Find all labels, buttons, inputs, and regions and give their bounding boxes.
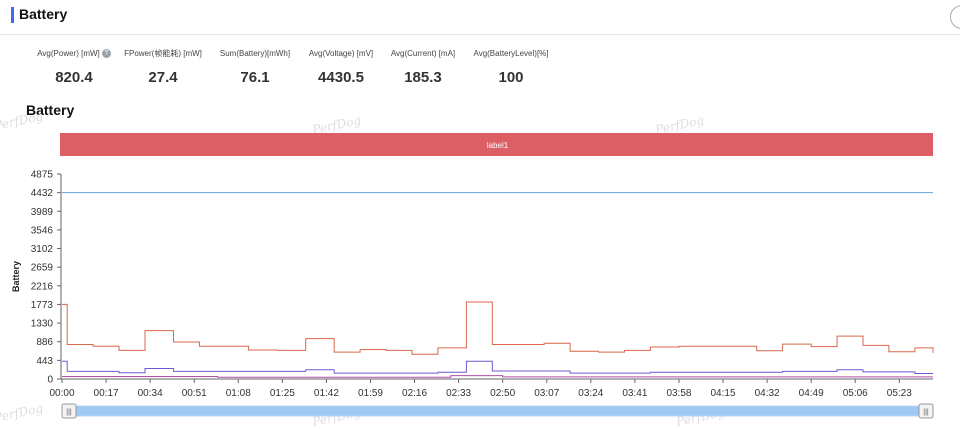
stat-fpower: FPower(帧能耗) [mW] 27.4: [118, 46, 208, 87]
y-tick-label: 0: [47, 375, 53, 386]
range-slider-right-handle[interactable]: [918, 403, 934, 419]
label-band-text: label1: [487, 141, 509, 150]
grip-icon: |||: [923, 409, 929, 416]
x-tick-label: 05:23: [887, 388, 912, 399]
range-slider-left-handle[interactable]: [61, 403, 77, 419]
stat-value: 27.4: [148, 69, 178, 86]
stat-label-text: Avg(Power) [mW]: [37, 48, 100, 58]
stat-avg-battery-level: Avg(BatteryLevel)[%] 100: [466, 46, 556, 87]
label-band: [60, 133, 933, 156]
x-tick-label: 04:49: [799, 388, 824, 399]
help-icon[interactable]: ?: [101, 48, 111, 58]
x-tick-label: 01:08: [226, 388, 251, 399]
y-tick-label: 1773: [31, 300, 54, 311]
stat-value: 100: [498, 69, 524, 86]
stat-label: Avg(BatteryLevel)[%]: [473, 48, 549, 58]
x-tick-label: 00:17: [94, 388, 119, 399]
x-tick-label: 03:58: [666, 388, 691, 399]
x-tick-label: 03:07: [534, 388, 559, 399]
stat-sum-battery: Sum(Battery)[mWh] 76.1: [212, 46, 298, 87]
x-tick-label: 01:59: [358, 388, 383, 399]
y-tick-label: 3546: [31, 225, 54, 236]
stat-label: FPower(帧能耗) [mW]: [124, 48, 202, 58]
x-tick-label: 01:25: [270, 388, 295, 399]
x-tick-label: 00:34: [138, 388, 163, 399]
stat-avg-power: Avg(Power) [mW] ? 820.4: [28, 46, 120, 86]
stat-value: 76.1: [240, 69, 270, 86]
stat-label: Sum(Battery)[mWh]: [219, 48, 291, 58]
y-axis-label: Battery: [11, 261, 21, 292]
x-tick-label: 02:33: [446, 388, 471, 399]
stat-label: Avg(Voltage) [mV]: [308, 48, 374, 58]
y-tick-label: 443: [36, 356, 53, 367]
y-tick-label: 2659: [31, 263, 54, 274]
panel-header: Battery: [0, 0, 960, 35]
x-tick-label: 02:50: [490, 388, 515, 399]
stat-label: Avg(Power) [mW] ?: [28, 46, 120, 60]
series-line-4: [62, 375, 933, 378]
grip-icon: |||: [66, 409, 72, 416]
y-tick-label: 886: [36, 337, 53, 348]
x-tick-label: 03:41: [622, 388, 647, 399]
chart-title: Battery: [26, 102, 75, 118]
stat-label: Avg(Current) [mA]: [390, 48, 456, 58]
x-tick-label: 04:32: [755, 388, 780, 399]
x-tick-label: 04:15: [711, 388, 736, 399]
y-tick-label: 4875: [31, 170, 54, 181]
stat-avg-voltage: Avg(Voltage) [mV] 4430.5: [300, 46, 382, 87]
stat-value: 185.3: [404, 69, 442, 86]
y-tick-label: 3989: [31, 207, 54, 218]
y-tick-label: 4432: [31, 188, 54, 199]
series-line-2: [62, 301, 934, 355]
range-slider-track[interactable]: [61, 405, 934, 417]
panel-title: Battery: [19, 6, 68, 22]
x-tick-label: 05:06: [843, 388, 868, 399]
stat-value: 4430.5: [318, 69, 364, 86]
y-tick-label: 3102: [31, 244, 54, 255]
x-tick-label: 03:24: [578, 388, 603, 399]
x-tick-label: 00:51: [182, 388, 207, 399]
y-tick-label: 1330: [31, 319, 54, 330]
y-tick-label: 2216: [31, 281, 54, 292]
stats-row: Avg(Power) [mW] ? 820.4 FPower(帧能耗) [mW]…: [0, 46, 600, 96]
x-tick-label: 01:42: [314, 388, 339, 399]
series-line-3: [62, 360, 933, 374]
x-tick-label: 02:16: [402, 388, 427, 399]
header-accent-bar: [11, 7, 14, 23]
stat-value: 820.4: [55, 69, 93, 86]
stat-avg-current: Avg(Current) [mA] 185.3: [384, 46, 462, 87]
x-tick-label: 00:00: [49, 388, 74, 399]
